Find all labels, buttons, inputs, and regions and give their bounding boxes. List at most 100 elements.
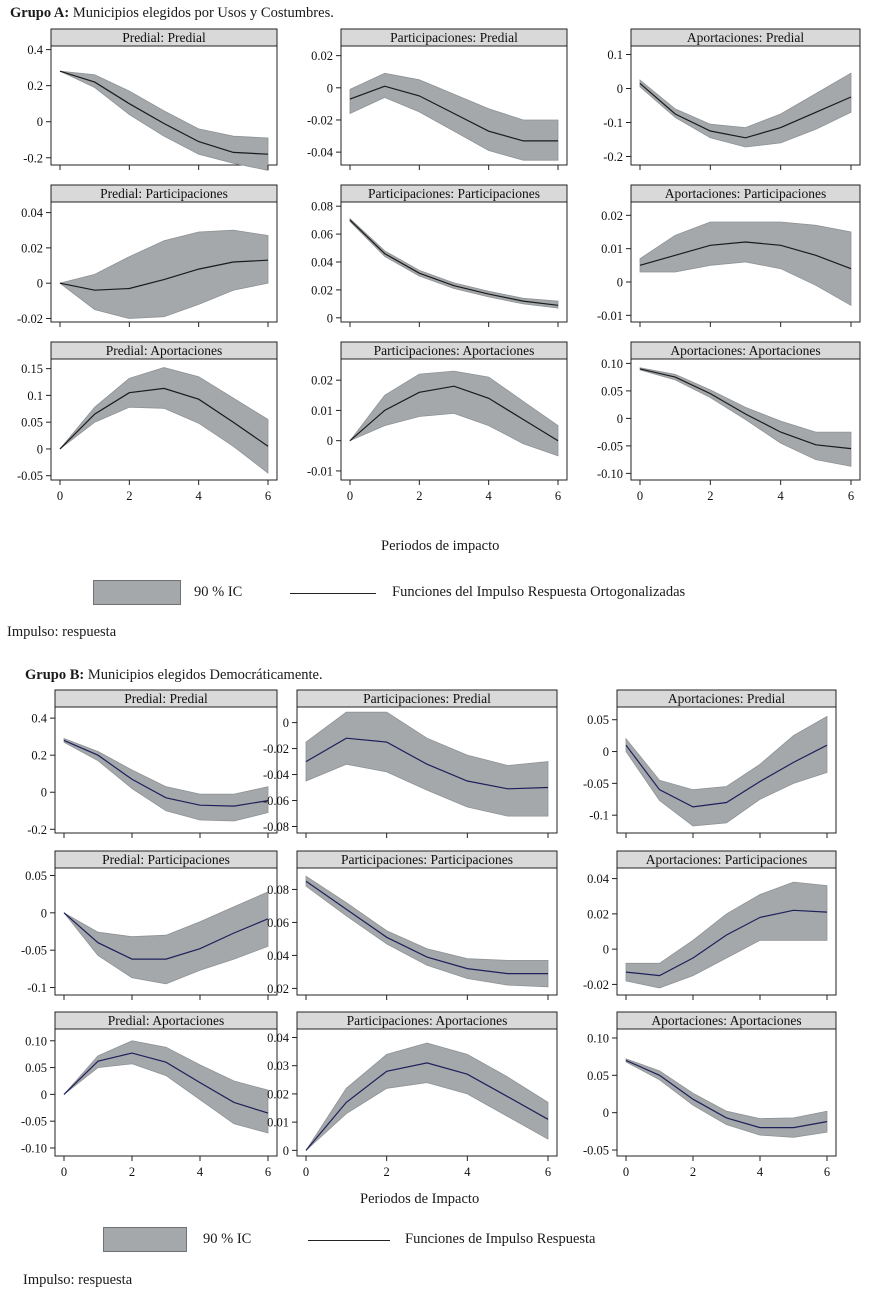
group-a-title: Grupo A: Municipios elegidos por Usos y …: [10, 5, 334, 22]
y-tick-label: 0: [41, 906, 47, 920]
group-a-legend-ci-label: 90 % IC: [194, 584, 243, 600]
y-tick-label: -0.10: [21, 1141, 47, 1155]
x-tick-label: 0: [57, 489, 63, 503]
x-tick-label: 4: [197, 1165, 204, 1179]
irf-line: [63, 739, 269, 807]
y-tick-label: 0: [617, 412, 623, 426]
panel-title: Predial: Predial: [122, 30, 206, 45]
x-tick-label: 2: [690, 1165, 696, 1179]
y-tick-label: -0.05: [583, 1144, 609, 1158]
y-tick-label: -0.2: [27, 823, 47, 837]
x-tick-label: 0: [303, 1165, 309, 1179]
irf-line: [639, 241, 852, 270]
group-b-legend-line-label: Funciones de Impulso Respuesta: [405, 1231, 596, 1247]
panel-title: Aportaciones: Predial: [668, 691, 786, 706]
ci-band: [305, 875, 549, 988]
y-tick-label: -0.01: [307, 464, 333, 478]
y-tick-label: 0.01: [601, 242, 623, 256]
panel-ga-1-3: Aportaciones: Predial 0.1 0 -0.1 -0.2: [603, 28, 861, 170]
panel-gb-1-3: Aportaciones: Predial 0.05 0 -0.05 -0.1: [583, 689, 837, 838]
y-tick-label: 0: [603, 745, 609, 759]
ci-band: [639, 221, 852, 306]
y-tick-label: -0.10: [597, 467, 623, 481]
y-tick-label: 0.08: [267, 883, 289, 897]
y-tick-label: 0: [37, 277, 43, 291]
ci-band: [63, 1040, 269, 1134]
y-tick-label: 0.03: [267, 1059, 289, 1073]
y-tick-label: -0.05: [583, 777, 609, 791]
y-tick-label: 0.15: [21, 362, 43, 376]
group-a-legend-line-swatch: [290, 593, 376, 594]
x-tick-label: 6: [265, 489, 271, 503]
y-tick-label: 0.10: [587, 1031, 609, 1045]
y-tick-label: 0: [327, 81, 333, 95]
irf-line: [639, 82, 852, 139]
group-a-title-rest: Municipios elegidos por Usos y Costumbre…: [72, 5, 334, 21]
y-tick-label: 0.02: [587, 907, 609, 921]
y-tick-label: 0.05: [25, 869, 47, 883]
panel-gb-1-2: Participaciones: Predial 0 -0.02 -0.04 -0.06…: [263, 689, 558, 838]
y-tick-label: 0.02: [21, 241, 43, 255]
plot-frame: [616, 1028, 837, 1157]
panel-title: Participaciones: Predial: [363, 691, 491, 706]
y-tick-label: 0: [283, 716, 289, 730]
irf-line: [59, 387, 269, 450]
panel-gb-2-3: Aportaciones: Participaciones 0.04 0.02 0 -0…: [583, 850, 837, 1000]
y-tick-label: 0.04: [587, 872, 610, 886]
group-b-title-rest: Municipios elegidos Democráticamente.: [87, 667, 323, 683]
x-tick-label: 0: [347, 489, 353, 503]
irf-line: [305, 737, 549, 790]
y-tick-label: -0.1: [589, 809, 609, 823]
y-tick-label: 0: [617, 82, 623, 96]
y-tick-label: -0.02: [263, 742, 289, 756]
y-tick-label: 0: [283, 1144, 289, 1158]
irf-line: [59, 259, 269, 291]
y-tick-label: 0.05: [601, 384, 623, 398]
y-tick-label: 0.04: [267, 949, 290, 963]
x-tick-label: 2: [384, 1165, 390, 1179]
irf-line: [625, 909, 828, 977]
x-tick-label: 4: [196, 489, 203, 503]
ci-band: [305, 1042, 549, 1151]
ci-band: [625, 1058, 828, 1138]
y-tick-label: 0.02: [311, 283, 333, 297]
y-tick-label: -0.1: [603, 116, 623, 130]
panel-title: Predial: Predial: [124, 691, 208, 706]
y-tick-label: 0.05: [21, 416, 43, 430]
y-tick-label: -0.2: [603, 150, 623, 164]
panel-ga-1-1: Predial: Predial 0.4 0.2 0 -0.2: [23, 28, 278, 171]
irf-line: [305, 880, 548, 975]
y-tick-label: -0.04: [307, 146, 334, 160]
panel-title: Participaciones: Aportaciones: [347, 1013, 508, 1028]
group-b-legend-line-swatch: [308, 1240, 390, 1241]
y-tick-label: 0.02: [267, 1087, 289, 1101]
panel-title: Participaciones: Participaciones: [341, 852, 513, 867]
irf-line: [349, 219, 559, 306]
irf-line: [625, 1059, 828, 1129]
panel-gb-2-2: Participaciones: Participaciones 0.08 0.06…: [267, 850, 558, 1000]
panel-ga-3-2: Participaciones: Aportaciones 0.02 0.01 0 -0…: [307, 341, 568, 503]
y-tick-label: 0.01: [267, 1116, 289, 1130]
panel-ga-2-1: Predial: Participaciones 0.04 0.02 0 -0.02: [17, 184, 278, 327]
panel-title: Aportaciones: Participaciones: [646, 852, 808, 867]
panel-ga-2-2: Participaciones: Participaciones 0.08 0.06…: [311, 184, 568, 327]
group-b-legend-ci-swatch: [103, 1227, 187, 1252]
x-tick-label: 2: [416, 489, 422, 503]
y-tick-label: 0: [603, 1106, 609, 1120]
y-tick-label: -0.08: [263, 820, 289, 834]
panel-title: Aportaciones: Participaciones: [665, 186, 827, 201]
group-a-legend-ci-swatch: [93, 580, 181, 605]
group-a-footnote: Impulso: respuesta: [7, 624, 117, 640]
x-tick-label: 2: [707, 489, 713, 503]
panel-gb-1-1: Predial: Predial 0.4 0.2 0 -0.2: [27, 689, 278, 838]
y-tick-label: -0.04: [263, 768, 290, 782]
y-tick-label: 0: [37, 115, 43, 129]
group-b-title-bold: Grupo B:: [25, 667, 85, 683]
y-tick-label: -0.02: [307, 113, 333, 127]
y-tick-label: -0.06: [263, 794, 289, 808]
x-tick-label: 0: [623, 1165, 629, 1179]
y-tick-label: 0.04: [267, 1031, 290, 1045]
y-tick-label: 0.05: [587, 1069, 609, 1083]
y-tick-label: 0.06: [311, 228, 333, 242]
